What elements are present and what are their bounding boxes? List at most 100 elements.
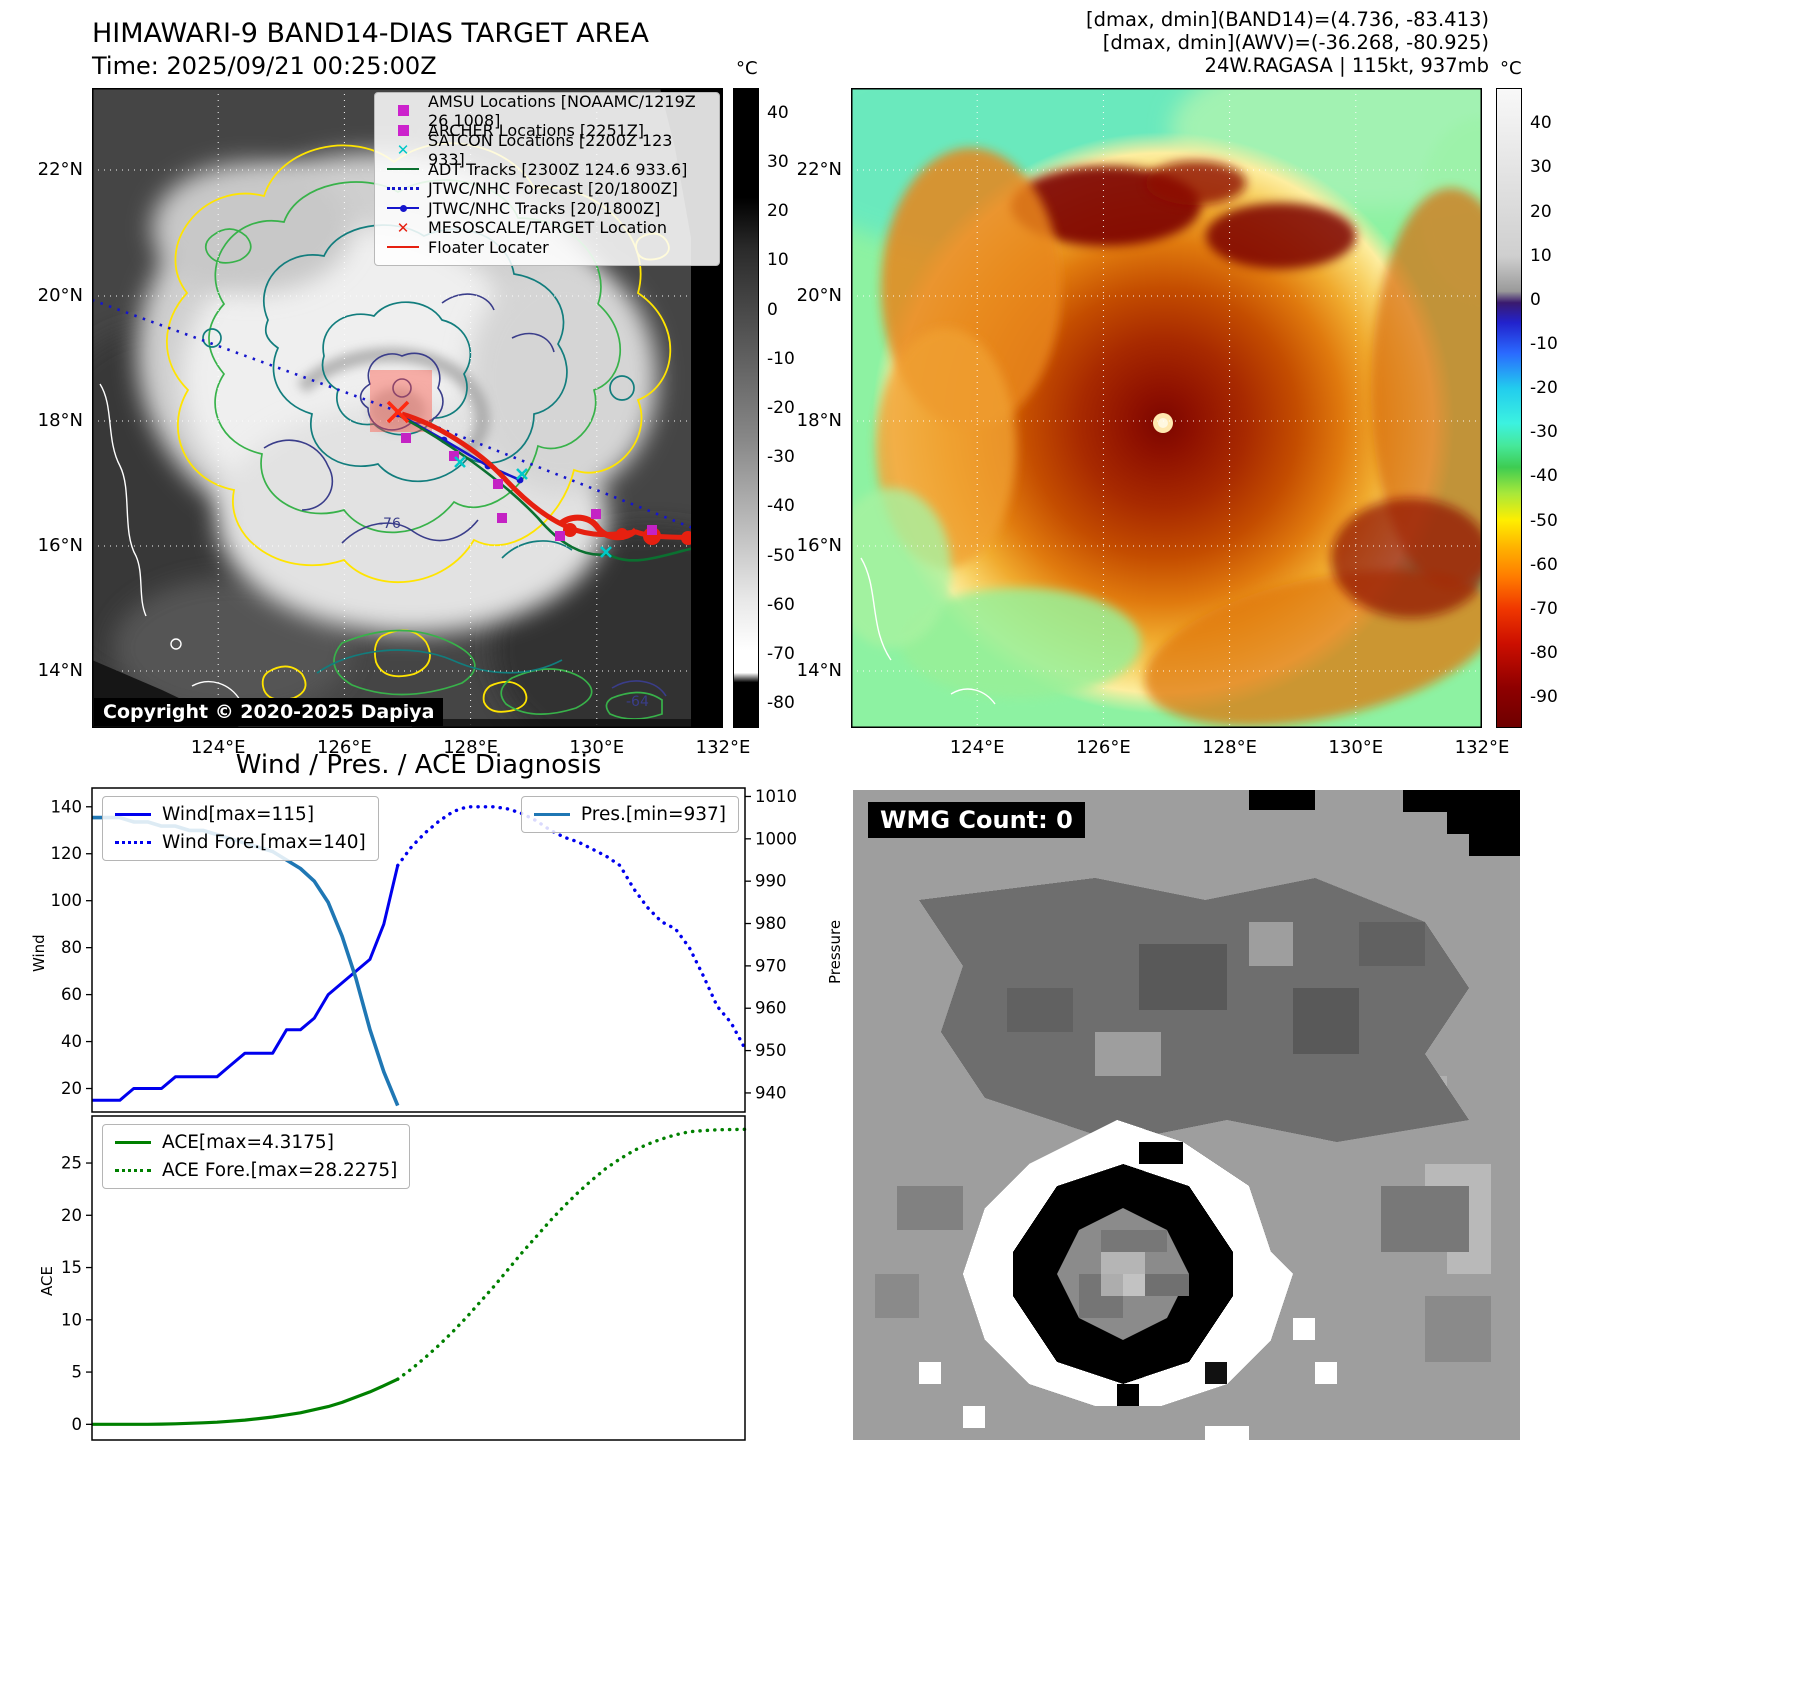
colorbar-tick-label: -10	[1530, 334, 1558, 354]
pressure-legend: Pres.[min=937]	[520, 796, 739, 833]
axis-tick-label: 1000	[755, 829, 797, 848]
ace-forecast-dotted-line-icon	[115, 1169, 151, 1172]
axis-tick-label: 120	[51, 844, 83, 863]
awv-colorbar: 40 30 20 10 0 -10 -20 -30 -40 -50 -60 -70 -80 -90	[1496, 88, 1558, 728]
legend-item-mesoscale: MESOSCALE/TARGET Location	[385, 218, 709, 238]
legend-item-satcon: SATCON Locations [2200Z 123 933]	[385, 131, 709, 169]
lat-tick-label: 14°N	[37, 660, 83, 682]
track-line-dot-icon	[385, 200, 421, 216]
ace-line-icon	[115, 1141, 151, 1144]
lon-tick-label: 124°E	[949, 737, 1005, 758]
wind-legend: Wind[max=115] Wind Fore.[max=140]	[102, 796, 379, 861]
legend-item-ace: ACE[max=4.3175]	[115, 1132, 397, 1153]
legend-label: ADT Tracks [2300Z 124.6 933.6]	[428, 159, 688, 179]
satcon-x-icon	[385, 142, 421, 158]
legend-label: JTWC/NHC Tracks [20/1800Z]	[428, 198, 661, 218]
colorbar-tick-label: 30	[1530, 157, 1552, 178]
colorbar-tick-label: -50	[767, 545, 795, 566]
legend-item-floater: Floater Locater	[385, 238, 709, 258]
axis-tick-label: 60	[61, 985, 82, 1004]
axis-tick-label: 15	[61, 1258, 82, 1277]
legend-item-ace-forecast: ACE Fore.[max=28.2275]	[115, 1160, 397, 1181]
wind-forecast-dotted-line-icon	[115, 841, 151, 844]
legend-item-jtwc-forecast: JTWC/NHC Forecast [20/1800Z]	[385, 179, 709, 199]
colorbar-tick-label: -80	[767, 693, 795, 714]
mesoscale-target-marker	[386, 400, 410, 424]
legend-label: Pres.[min=937]	[580, 804, 726, 825]
colorbar-tick-label: -70	[767, 644, 795, 665]
ace-plot: 0 5 10 15 20 25	[61, 1115, 747, 1441]
band14-subtitle: Time: 2025/09/21 00:25:00Z	[92, 52, 437, 80]
lat-tick-label: 20°N	[796, 285, 842, 306]
adt-track	[399, 414, 723, 562]
axis-tick-label: 20	[61, 1079, 82, 1098]
legend-label: JTWC/NHC Forecast [20/1800Z]	[428, 179, 678, 199]
colorbar-tick-label: 10	[1530, 245, 1552, 266]
axis-tick-label: 100	[51, 891, 83, 910]
lon-tick-label: 128°E	[1202, 737, 1257, 758]
colorbar-tick-label: 0	[767, 299, 778, 320]
lat-tick-label: 14°N	[796, 660, 842, 682]
axis-tick-label: 10	[61, 1310, 82, 1329]
coastline	[99, 383, 241, 701]
colorbar-tick-label: -80	[1530, 642, 1558, 663]
axis-tick-label: 0	[72, 1415, 83, 1434]
colorbar-tick-label: -20	[1530, 378, 1558, 399]
legend-item-pressure: Pres.[min=937]	[533, 804, 726, 825]
legend-item-adt: ADT Tracks [2300Z 124.6 933.6]	[385, 160, 709, 180]
axis-tick-label: 5	[72, 1363, 83, 1382]
axis-tick-label: 25	[61, 1154, 82, 1173]
legend-label: AMSU Locations [NOAAMC/1219Z 26 1008]	[428, 91, 696, 130]
series-line	[396, 1127, 747, 1381]
series-line	[396, 805, 747, 1051]
wmg-image	[853, 790, 1520, 1440]
band14-map: AMSU Locations [NOAAMC/1219Z 26 1008] AR…	[38, 88, 750, 758]
amsu-square-icon	[385, 103, 421, 119]
colorbar-tick-label: 20	[1530, 201, 1552, 222]
colorbar-tick-label: -60	[767, 594, 795, 615]
axis-tick-label: 1010	[755, 787, 797, 806]
lat-tick-label: 18°N	[796, 409, 842, 431]
colorbar-tick-label: -30	[767, 447, 795, 468]
floater-line-icon	[385, 239, 421, 255]
wmg-panel: WMG Count: 0	[853, 790, 1520, 1440]
colorbar-tick-label: 30	[767, 151, 789, 172]
legend-item-jtwc-tracks: JTWC/NHC Tracks [20/1800Z]	[385, 199, 709, 219]
awv-map: 22°N 20°N 18°N 16°N 14°N 124°E 126°E 128°E 130°E…	[797, 88, 1509, 758]
colorbar-tick-label: -70	[1530, 598, 1558, 619]
colorbar-tick-label: -20	[767, 398, 795, 418]
series-line	[92, 1377, 399, 1426]
storm-id-intensity: 24W.RAGASA | 115kt, 937mb	[1204, 54, 1489, 77]
lon-tick-label: 126°E	[1076, 737, 1131, 758]
legend-label: MESOSCALE/TARGET Location	[428, 218, 667, 238]
series-line	[92, 865, 400, 1102]
archer-square-icon	[385, 122, 421, 138]
lon-tick-label: 130°E	[1328, 737, 1384, 758]
adt-line-icon	[385, 161, 421, 177]
colorbar-tick-label: -90	[1530, 687, 1558, 708]
legend-item-wind-forecast: Wind Fore.[max=140]	[115, 832, 366, 853]
ace-chart: 0 5 10 15 20 25 ACE[max=4.3175] ACE Fore.[max…	[61, 1115, 747, 1441]
colorbar-tick-label: 40	[767, 102, 789, 123]
axis-tick-label: 140	[51, 797, 83, 816]
wind-axis-label: Wind	[30, 934, 48, 972]
wind-line-icon	[115, 813, 151, 816]
forecast-dotted-line-icon	[385, 181, 421, 197]
legend-label: ARCHER Locations [2251Z]	[428, 120, 645, 140]
axis-tick-label: 960	[755, 999, 787, 1018]
colorbar-tick-label: 40	[1530, 113, 1552, 134]
wind-pressure-chart: 20 40 60 80 100 120 140 940 950 960 970 980 990 1000 1…	[51, 787, 797, 1113]
lat-tick-label: 22°N	[37, 158, 83, 180]
axis-tick-label: 990	[755, 872, 787, 891]
lon-tick-label: 130°E	[569, 737, 625, 758]
dmax-dmin-awv: [dmax, dmin](AWV)=(-36.268, -80.925)	[1102, 31, 1489, 54]
legend-label: ACE[max=4.3175]	[162, 1132, 334, 1153]
axis-tick-label: 40	[61, 1032, 82, 1051]
copyright-badge: Copyright © 2020-2025 Dapiya	[94, 698, 444, 726]
mesoscale-x-icon	[385, 220, 421, 236]
wind-pressure-plot: 20 40 60 80 100 120 140 940 950 960 970 980 990 1000 1…	[51, 787, 797, 1113]
lon-tick-label: 132°E	[1454, 737, 1510, 758]
lon-tick-label: 128°E	[443, 737, 498, 758]
legend-label: SATCON Locations [2200Z 123 933]	[428, 130, 673, 169]
